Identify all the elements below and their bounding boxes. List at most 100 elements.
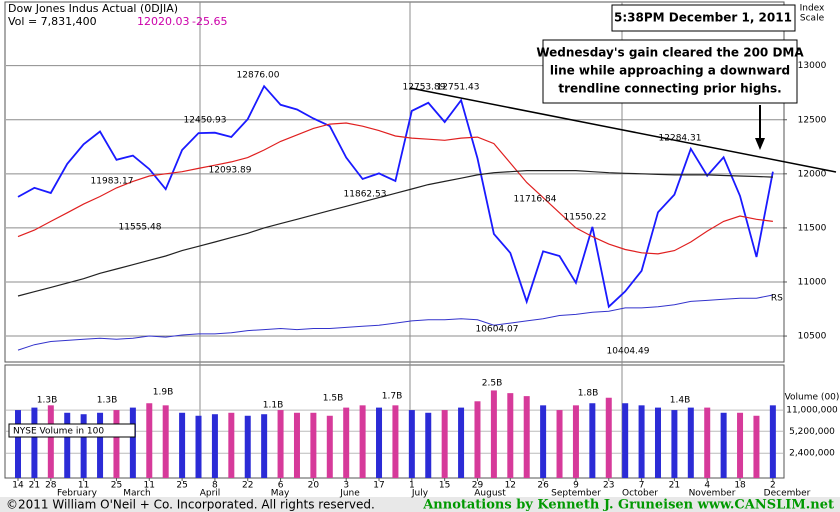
peak-label: 1.9B [153, 388, 174, 398]
volume-bar [228, 412, 235, 478]
peak-label: 1.7B [382, 392, 403, 402]
price-line [17, 84, 774, 309]
price-label: 11716.84 [514, 195, 557, 205]
volume-bar [737, 412, 744, 478]
x-tick-label: 1 [409, 481, 415, 491]
x-tick-label: 6 [278, 481, 284, 491]
volume-bar [654, 407, 661, 478]
month-label: September [551, 489, 601, 499]
x-tick-label: 2 [770, 481, 776, 491]
volume-bar [556, 410, 563, 478]
volume-bar [15, 410, 21, 478]
price-label: 11550.22 [564, 213, 607, 223]
volume-bar [408, 410, 415, 478]
volume-bar [244, 415, 251, 478]
volume-bar [359, 405, 366, 478]
month-label: May [271, 489, 290, 499]
x-tick-label: 23 [603, 481, 614, 491]
volume-bar [113, 410, 120, 478]
month-label: October [622, 489, 658, 499]
x-tick-label: 26 [537, 481, 549, 491]
month-label: March [123, 489, 150, 499]
peak-label: 1.4B [670, 396, 691, 406]
chart-title: Dow Jones Indus Actual (0DJIA) [8, 2, 178, 15]
footer-right: Annotations by Kenneth J. Gruneisen www.… [422, 498, 834, 512]
peak-label: 2.5B [482, 379, 503, 389]
volume-bar [490, 390, 497, 478]
y-tick-label: 12500 [798, 115, 827, 125]
note-line: Wednesday's gain cleared the 200 DMA [536, 46, 804, 60]
x-tick-label: 29 [472, 481, 484, 491]
x-tick-label: 25 [176, 481, 187, 491]
volume-bar [343, 407, 350, 478]
peak-label: 1.5B [323, 394, 344, 404]
volume-legend: NYSE Volume in 100 [13, 427, 104, 437]
date-text: 5:38PM December 1, 2011 [614, 11, 792, 25]
x-tick-label: 20 [308, 481, 320, 491]
x-tick-label: 25 [111, 481, 122, 491]
peak-label: 1.3B [97, 396, 118, 406]
volume-legend-box [8, 423, 136, 438]
price-label: 11555.48 [119, 223, 162, 233]
trendline [409, 87, 837, 173]
month-label: August [474, 489, 506, 499]
volume-bar [47, 405, 54, 478]
x-tick-label: 8 [212, 481, 218, 491]
volume-bar [458, 407, 465, 478]
y-tick-label: 11,000,000 [786, 406, 838, 416]
volume-bar [704, 407, 711, 478]
series-line [17, 170, 773, 297]
volume-bar [523, 396, 530, 478]
x-tick-label: 9 [573, 481, 579, 491]
volume-bar [64, 412, 71, 478]
volume-bar [293, 412, 300, 478]
price-label: 12450.93 [184, 116, 227, 126]
series-line [17, 294, 773, 351]
volume-bar [441, 410, 448, 478]
month-label: April [200, 489, 221, 499]
price-label: 10604.07 [476, 325, 519, 335]
volume-bar [129, 407, 136, 478]
y-tick-label: 10500 [798, 332, 827, 342]
x-tick-label: 15 [439, 481, 450, 491]
note-line: trendline connecting prior highs. [558, 82, 781, 96]
volume-bar [261, 414, 268, 478]
x-tick-label: 3 [343, 481, 349, 491]
volume-bar [80, 414, 87, 478]
x-tick-label: 7 [639, 481, 645, 491]
peak-label: 1.8B [578, 389, 599, 399]
footer-band [0, 497, 840, 512]
y-tick-label: 11500 [798, 223, 827, 233]
y-tick-label: 13000 [798, 61, 827, 71]
volume-bar [622, 403, 629, 478]
volume-bar [671, 410, 678, 478]
volume-bar [179, 412, 186, 478]
volume-bar [638, 405, 645, 478]
volume-bar [687, 407, 694, 478]
volume-bar [589, 403, 596, 478]
y-tick-label: 5,200,000 [789, 427, 835, 437]
x-tick-label: 12 [505, 481, 516, 491]
volume-bar [753, 415, 760, 478]
y-tick-label: 2,400,000 [789, 449, 835, 459]
volume-bar [507, 393, 514, 478]
volume-bar [540, 405, 547, 478]
date-box [611, 4, 796, 32]
volume-bar [720, 412, 727, 478]
month-label: November [689, 489, 736, 499]
x-tick-label: 4 [704, 481, 710, 491]
x-tick-label: 21 [29, 481, 40, 491]
note-arrow-head [755, 138, 765, 150]
price-label: 12876.00 [237, 71, 280, 81]
month-label: December [764, 489, 811, 499]
note-line: line while approaching a downward [550, 64, 790, 78]
x-tick-label: 11 [144, 481, 155, 491]
month-label: July [411, 489, 429, 499]
volume-bar [146, 403, 153, 478]
price-label: 11983.17 [91, 177, 134, 187]
volume-bar [572, 405, 579, 478]
price-label: 12753.89 [403, 83, 446, 93]
volume-bar [474, 401, 481, 478]
month-label: February [57, 489, 98, 499]
